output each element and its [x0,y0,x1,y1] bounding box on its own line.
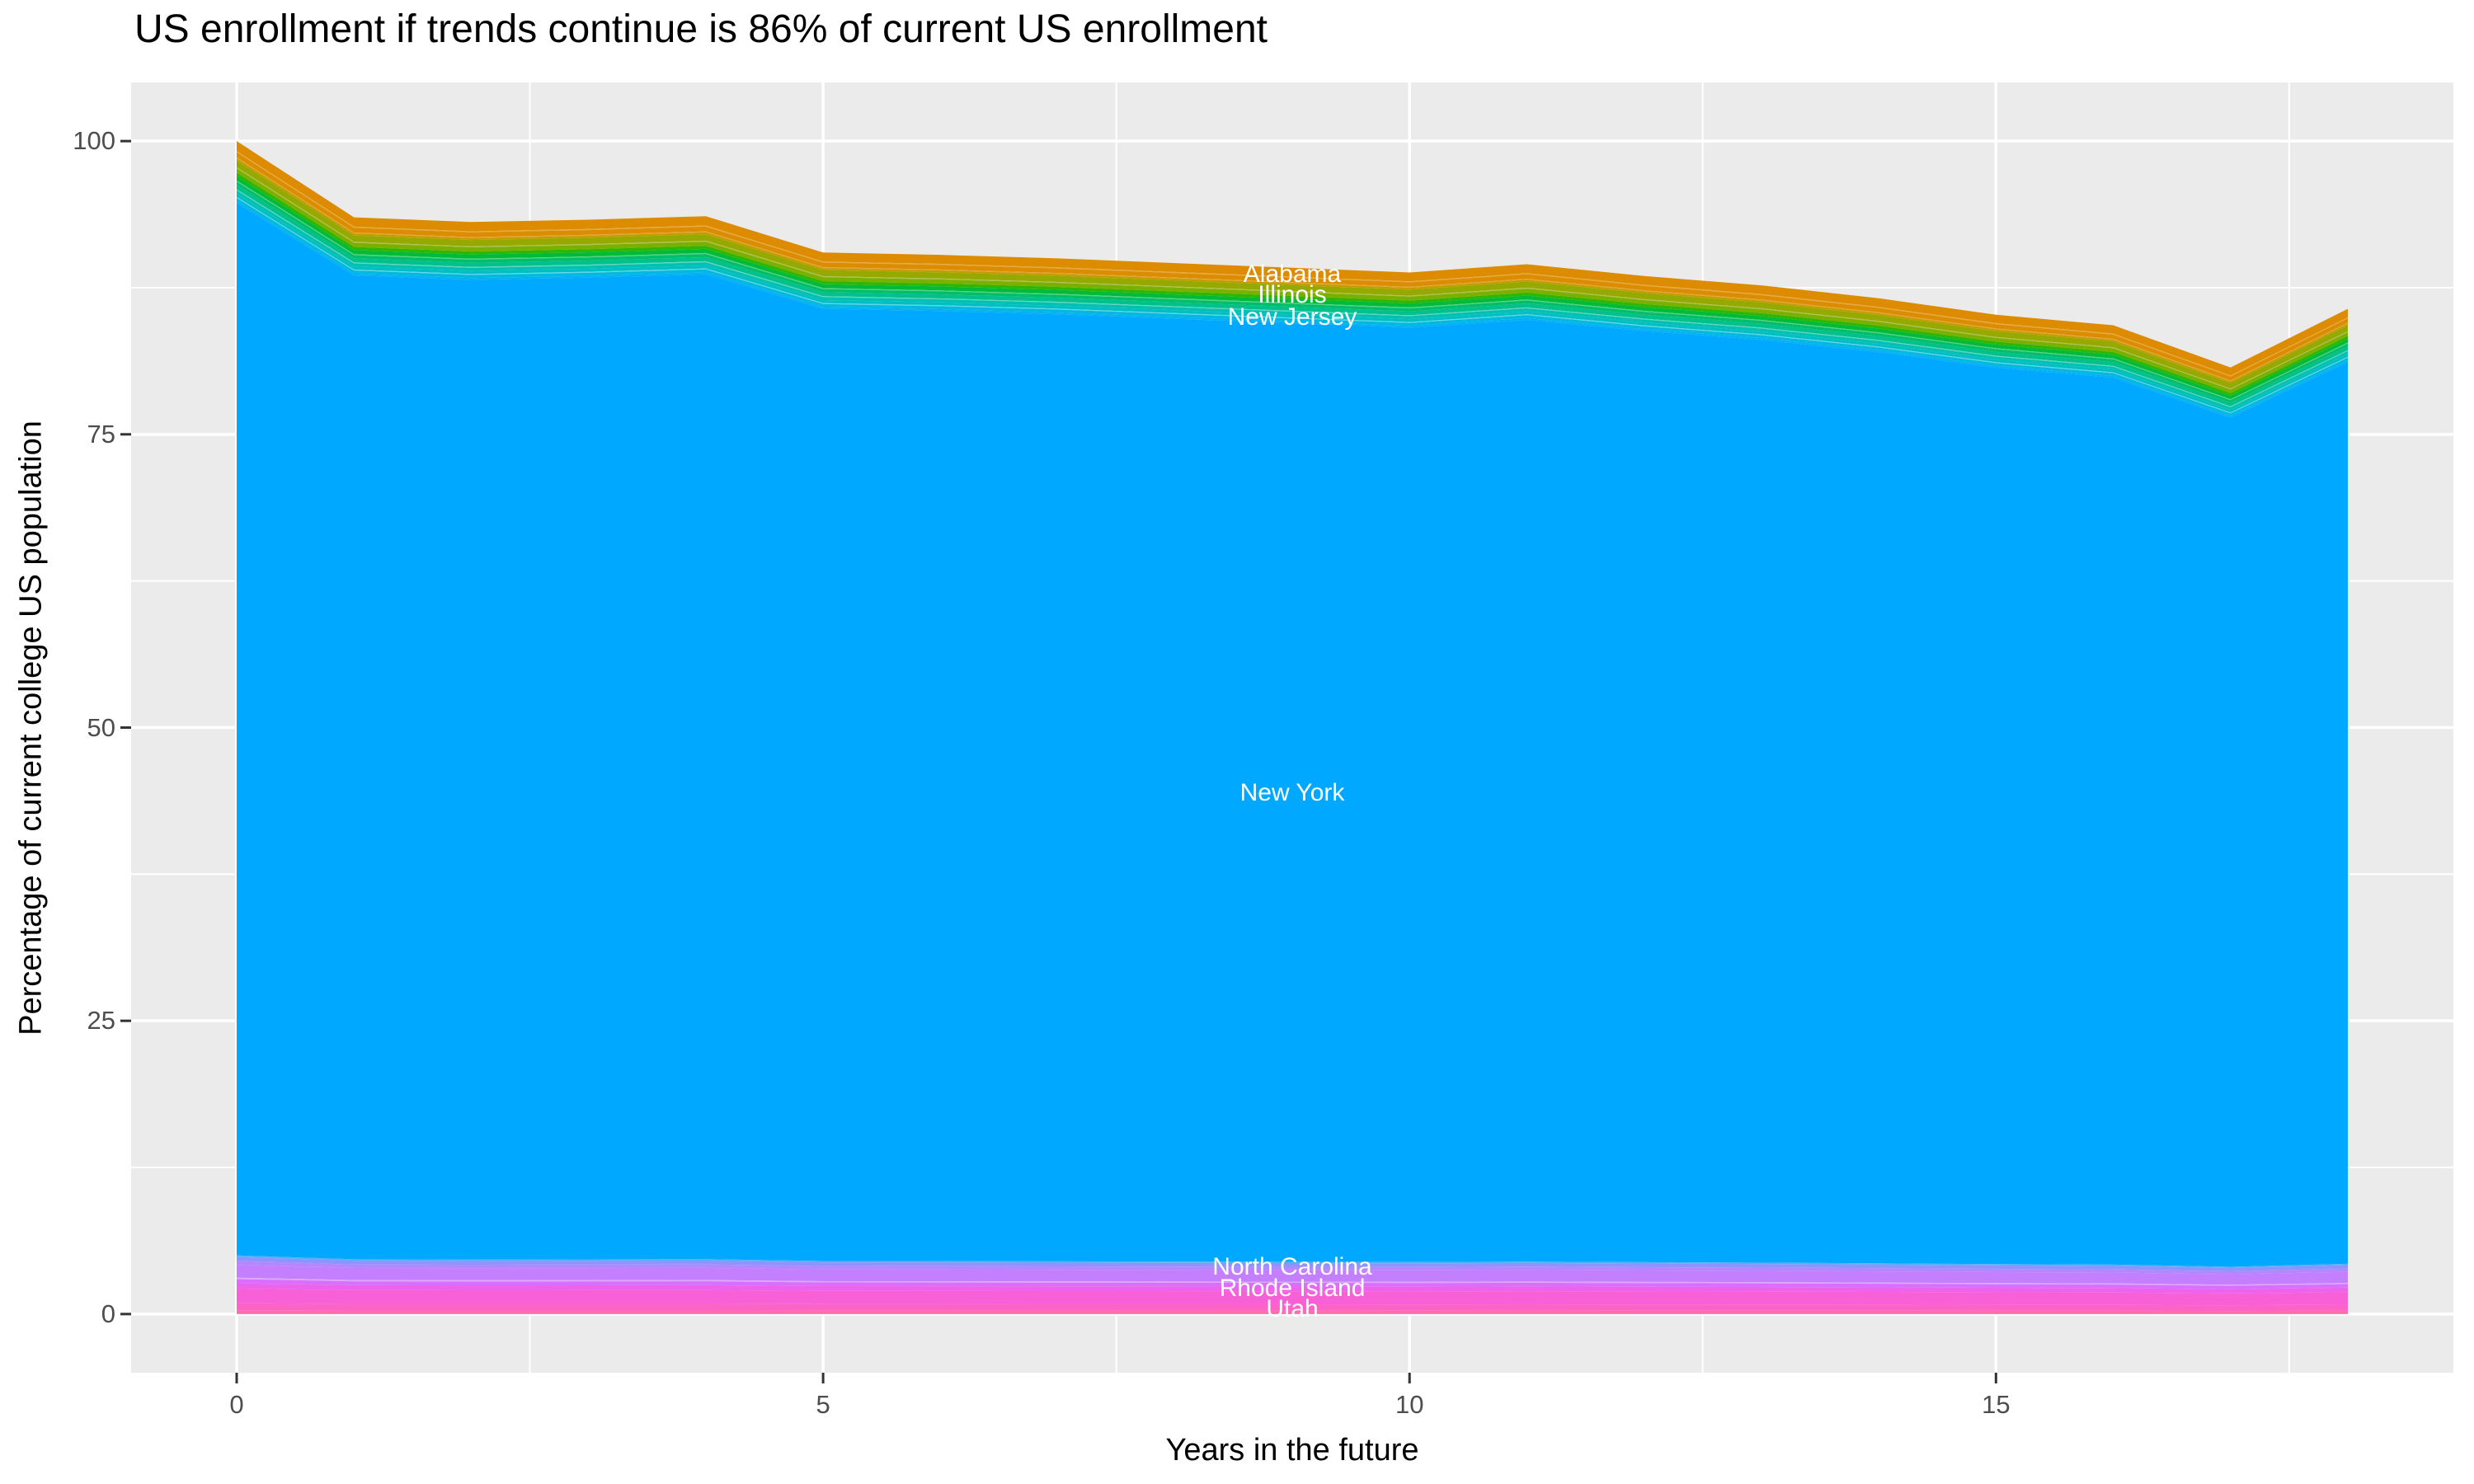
area-band-21 [237,1256,2348,1271]
area-band-26 [237,1283,2348,1294]
area-band-25 [237,1279,2348,1289]
y-tick-label-75: 75 [87,419,115,448]
y-tick-label-0: 0 [101,1298,115,1328]
chart-title: US enrollment if trends continue is 86% … [134,7,1268,51]
area-band-24 [237,1277,2348,1286]
area-band-29 [237,1310,2348,1314]
x-axis-title: Years in the future [1165,1433,1419,1468]
area-band-27 [237,1288,2348,1306]
x-tick-label-15: 15 [1982,1390,2011,1419]
area-band-28 [237,1303,2348,1312]
state-label-illinois: Illinois [1258,280,1327,308]
state-label-new-jersey: New Jersey [1227,303,1357,331]
y-tick-label-100: 100 [73,126,115,156]
state-label-alabama: Alabama [1243,261,1342,289]
area-band-23 [237,1265,2348,1285]
area-band-19 [237,203,2348,1267]
x-tick-label-5: 5 [816,1390,830,1419]
area-band-22 [237,1261,2348,1275]
y-tick-label-50: 50 [87,712,115,742]
x-tick-label-10: 10 [1395,1390,1424,1419]
state-label-north-carolina: North Carolina [1212,1252,1372,1280]
x-tick-label-0: 0 [229,1390,244,1419]
state-label-utah: Utah [1266,1295,1319,1323]
y-tick-label-25: 25 [87,1006,115,1036]
state-label-rhode-island: Rhode Island [1219,1274,1366,1302]
state-label-new-york: New York [1239,779,1345,807]
